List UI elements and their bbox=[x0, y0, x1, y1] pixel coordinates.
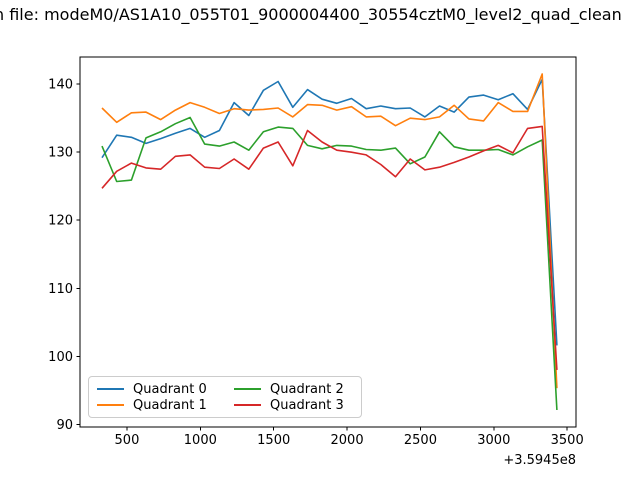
series-line-quadrant-0 bbox=[101, 78, 558, 346]
y-tick-label: 110 bbox=[48, 282, 73, 297]
x-tick-label: 1000 bbox=[184, 433, 217, 448]
legend-label: Quadrant 0 bbox=[133, 381, 207, 397]
legend-item-quadrant-2: Quadrant 2 bbox=[234, 381, 353, 397]
series-lines bbox=[101, 73, 558, 411]
x-tick-label: 1500 bbox=[257, 433, 290, 448]
y-tick-label: 90 bbox=[56, 418, 73, 433]
chart-title: n file: modeM0/AS1A10_055T01_9000004400_… bbox=[0, 3, 640, 27]
x-tick-label: 500 bbox=[115, 433, 140, 448]
series-line-quadrant-3 bbox=[101, 125, 558, 370]
axes-border bbox=[79, 56, 577, 428]
x-tick-label: 3000 bbox=[477, 433, 510, 448]
series-line-quadrant-1 bbox=[101, 73, 558, 389]
legend-item-quadrant-3: Quadrant 3 bbox=[234, 397, 353, 413]
axes-frame bbox=[79, 56, 577, 428]
legend-line-swatch-quadrant-0 bbox=[97, 388, 124, 390]
y-tick-label: 120 bbox=[48, 214, 73, 229]
x-tick-label: 2500 bbox=[404, 433, 437, 448]
legend-line-swatch-quadrant-3 bbox=[234, 404, 261, 406]
legend-label: Quadrant 2 bbox=[270, 381, 344, 397]
legend-item-quadrant-1: Quadrant 1 bbox=[97, 397, 216, 413]
legend-label: Quadrant 1 bbox=[133, 397, 207, 413]
y-tick-label: 100 bbox=[48, 350, 73, 365]
series-line-quadrant-2 bbox=[101, 116, 558, 411]
legend: Quadrant 0 Quadrant 1 Quadrant 2 Quadran… bbox=[88, 376, 362, 418]
x-tick-label: 2000 bbox=[331, 433, 364, 448]
legend-label: Quadrant 3 bbox=[270, 397, 344, 413]
chart-title-text: file: modeM0/AS1A10_055T01_9000004400_30… bbox=[4, 5, 622, 24]
chart-title-clipped-char: n bbox=[0, 5, 4, 24]
legend-line-swatch-quadrant-2 bbox=[234, 388, 261, 390]
x-tick-label: 3500 bbox=[551, 433, 584, 448]
legend-line-swatch-quadrant-1 bbox=[97, 404, 124, 406]
y-tick-label: 130 bbox=[48, 146, 73, 161]
axis-ticks bbox=[76, 83, 568, 431]
legend-item-quadrant-0: Quadrant 0 bbox=[97, 381, 216, 397]
x-axis-offset-label: +3.5945e8 bbox=[503, 453, 576, 468]
y-tick-label: 140 bbox=[48, 78, 73, 93]
axis-tick-labels: 500 1000 1500 2000 2500 3000 3500 90 100 110 120 13… bbox=[48, 78, 584, 468]
